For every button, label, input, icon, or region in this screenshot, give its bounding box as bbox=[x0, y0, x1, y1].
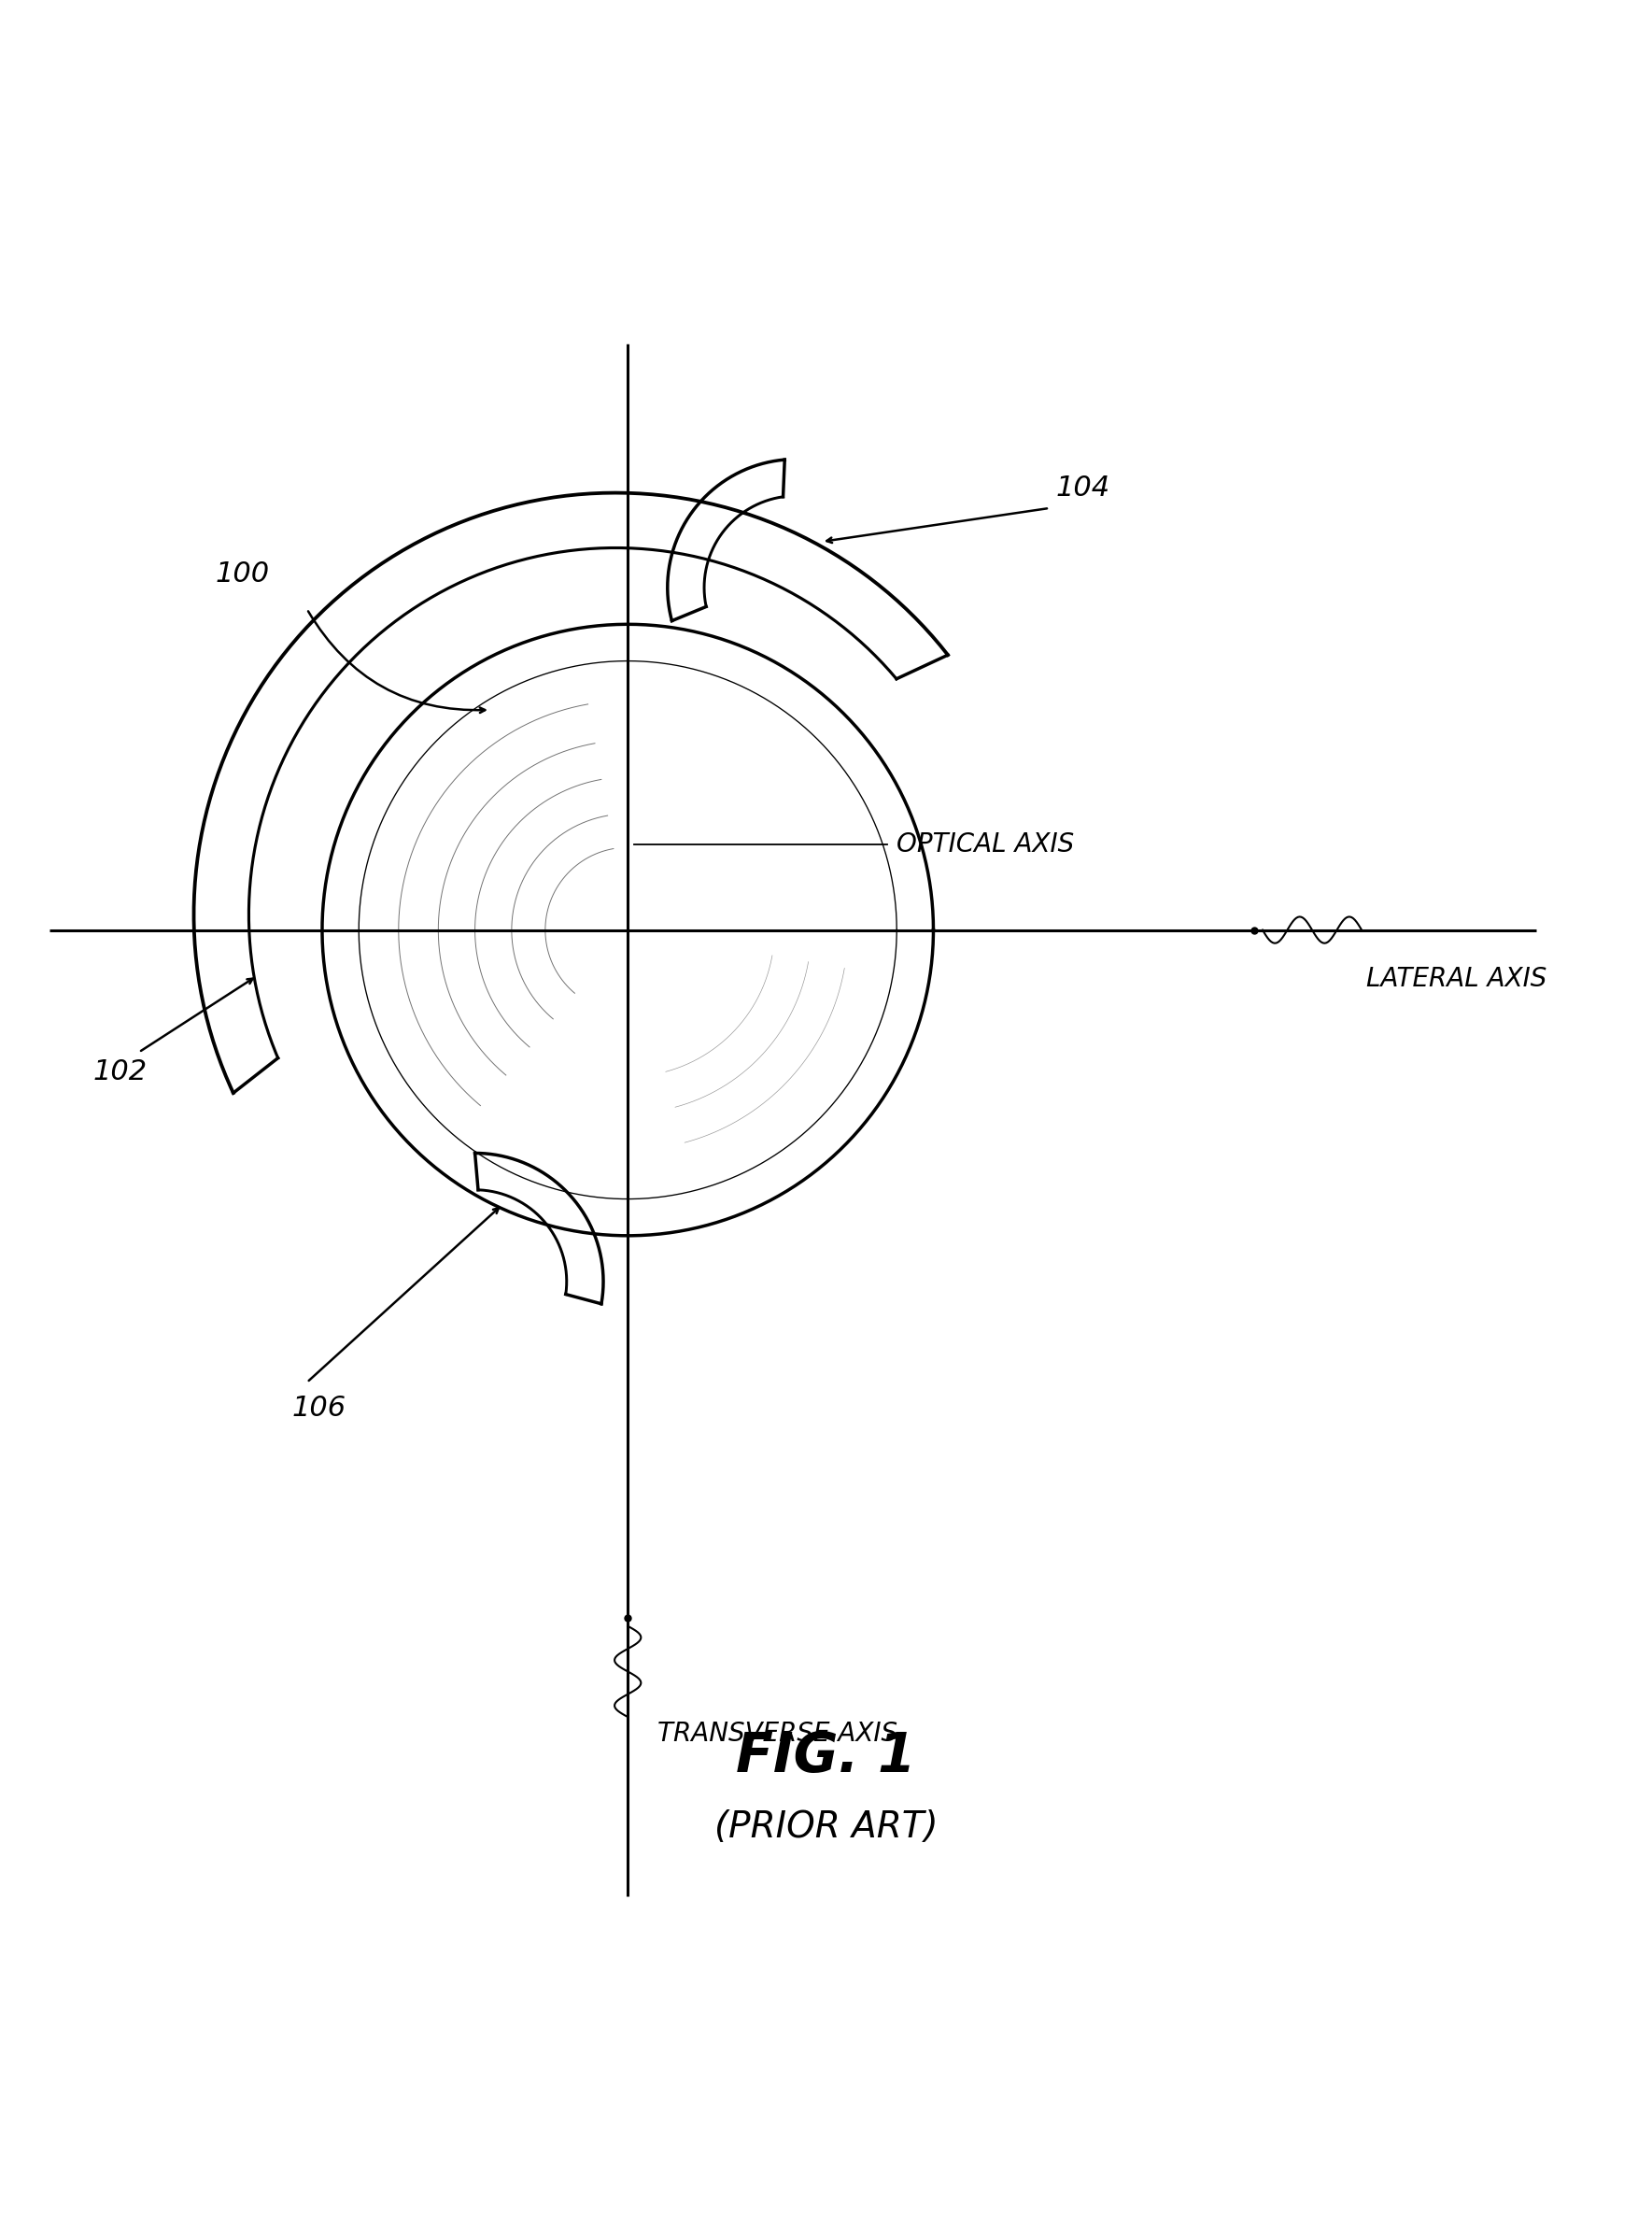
Text: 102: 102 bbox=[93, 1057, 147, 1086]
Text: 100: 100 bbox=[215, 560, 269, 587]
Text: OPTICAL AXIS: OPTICAL AXIS bbox=[897, 831, 1074, 858]
Text: 106: 106 bbox=[291, 1396, 345, 1422]
Text: FIG. 1: FIG. 1 bbox=[737, 1729, 915, 1783]
Text: TRANSVERSE AXIS: TRANSVERSE AXIS bbox=[657, 1720, 897, 1747]
Text: (PRIOR ART): (PRIOR ART) bbox=[714, 1810, 938, 1846]
Text: LATERAL AXIS: LATERAL AXIS bbox=[1366, 965, 1548, 992]
Text: 104: 104 bbox=[1056, 475, 1110, 502]
